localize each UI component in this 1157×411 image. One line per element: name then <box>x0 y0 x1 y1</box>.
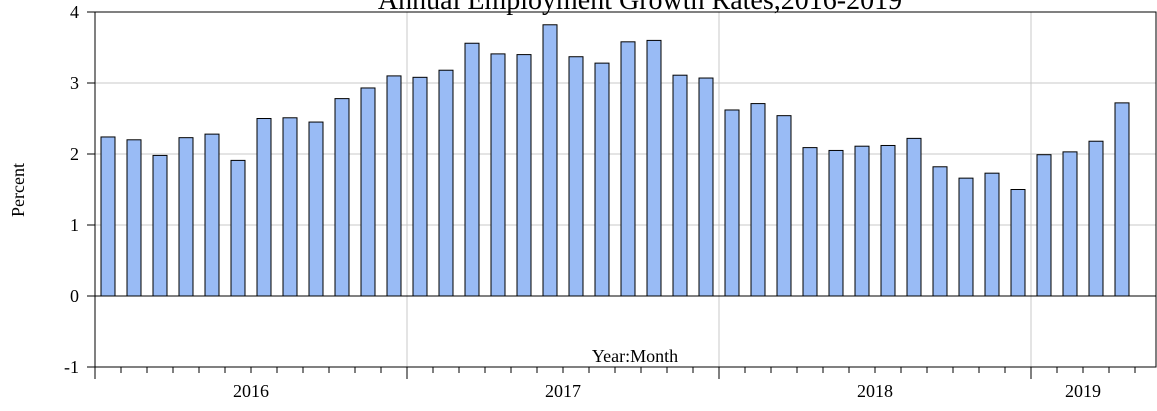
bar <box>802 147 818 297</box>
bar <box>360 87 376 297</box>
bar <box>412 76 428 297</box>
bar <box>334 98 350 297</box>
y-axis-label: Percent <box>8 163 28 217</box>
bar <box>256 118 272 297</box>
bar <box>490 53 506 297</box>
bar <box>516 54 532 297</box>
bar <box>568 56 584 297</box>
bar <box>776 115 792 297</box>
bar <box>438 69 454 297</box>
bar <box>386 75 402 297</box>
bar <box>542 24 558 297</box>
bar <box>204 133 220 297</box>
bar <box>126 139 142 297</box>
bar <box>984 172 1000 297</box>
x-axis-label: Year:Month <box>592 346 678 366</box>
bar <box>464 42 480 297</box>
bar <box>932 166 948 297</box>
bar <box>646 39 662 297</box>
bar <box>1010 189 1026 297</box>
bar <box>620 41 636 297</box>
bar <box>698 77 714 297</box>
y-tick-label: 4 <box>70 2 79 22</box>
bar <box>308 121 324 297</box>
bar <box>1114 102 1130 297</box>
y-tick-label: 1 <box>70 215 79 235</box>
bar <box>230 159 246 297</box>
bar <box>750 103 766 297</box>
chart-title: Annual Employment Growth Rates,2016-2019 <box>378 0 902 16</box>
bar <box>854 145 870 297</box>
x-tick-label: 2017 <box>545 381 581 401</box>
bar <box>828 149 844 297</box>
x-tick-label: 2018 <box>857 381 893 401</box>
bar <box>282 117 298 297</box>
bar <box>594 62 610 297</box>
bar <box>1088 140 1104 297</box>
bar <box>100 136 116 297</box>
bar <box>880 144 896 297</box>
bar <box>178 137 194 297</box>
bar <box>724 109 740 297</box>
bar <box>152 154 168 297</box>
y-tick-label: 0 <box>70 286 79 306</box>
bar <box>1062 151 1078 297</box>
x-tick-label: 2016 <box>233 381 269 401</box>
x-tick-label: 2019 <box>1065 381 1101 401</box>
plot-frame <box>94 11 1157 368</box>
bar <box>958 177 974 297</box>
bar <box>672 74 688 297</box>
y-tick-label: 3 <box>70 73 79 93</box>
bar <box>1036 154 1052 297</box>
bar <box>906 137 922 297</box>
y-tick-label: -1 <box>64 357 79 377</box>
y-tick-label: 2 <box>70 144 79 164</box>
